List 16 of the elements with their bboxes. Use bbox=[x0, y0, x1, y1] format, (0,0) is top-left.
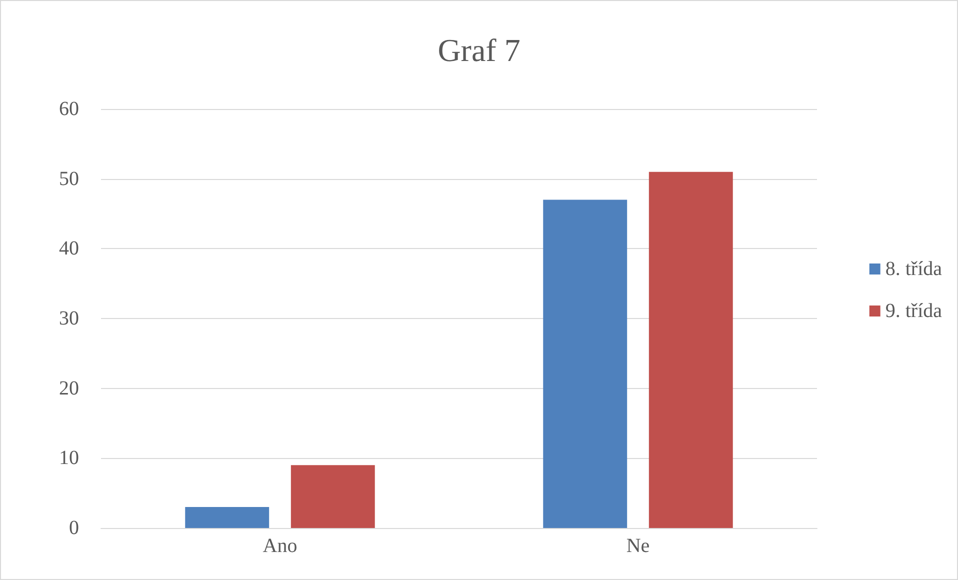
y-tick-label: 40 bbox=[59, 238, 79, 260]
x-tick-label: Ne bbox=[626, 535, 650, 557]
bar bbox=[185, 507, 270, 528]
legend-label: 8. třída bbox=[885, 258, 942, 280]
y-tick-label: 50 bbox=[59, 168, 79, 190]
legend-label: 9. třída bbox=[885, 300, 942, 322]
bar bbox=[290, 465, 375, 528]
chart-title: Graf 7 bbox=[438, 32, 520, 68]
y-tick-label: 10 bbox=[59, 447, 79, 470]
y-tick-label: 20 bbox=[59, 377, 79, 400]
y-tick-label: 60 bbox=[59, 98, 79, 120]
bar bbox=[648, 172, 733, 528]
bar bbox=[543, 200, 628, 528]
y-tick-label: 0 bbox=[69, 517, 79, 539]
x-tick-label: Ano bbox=[262, 535, 298, 557]
y-tick-label: 30 bbox=[59, 308, 79, 330]
